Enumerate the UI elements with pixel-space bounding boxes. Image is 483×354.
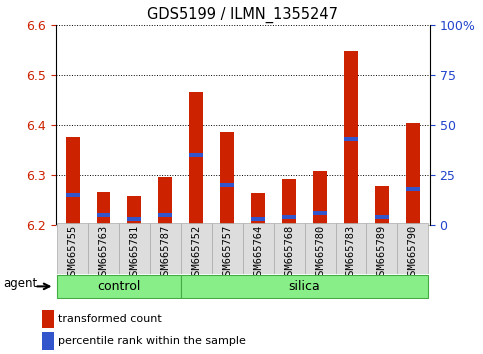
Bar [220,183,234,187]
Bar [97,213,111,217]
Text: silica: silica [289,280,320,293]
Text: GSM665781: GSM665781 [129,224,140,281]
Bar [189,92,203,225]
Bar [181,223,212,274]
Bar [251,217,265,221]
Bar [375,215,389,218]
Bar [344,137,358,141]
Bar [181,275,428,298]
Bar [97,192,111,225]
Bar [375,186,389,225]
Bar [313,211,327,215]
Bar [251,193,265,225]
Bar [128,217,142,221]
Text: GSM665783: GSM665783 [346,224,356,281]
Text: GSM665780: GSM665780 [315,224,325,281]
Bar [150,223,181,274]
Text: agent: agent [3,277,37,290]
Text: GSM665764: GSM665764 [253,224,263,281]
Bar [406,187,420,190]
Bar [274,223,305,274]
Bar [336,223,367,274]
Text: GSM665763: GSM665763 [99,224,109,281]
Bar [313,171,327,225]
Bar [158,213,172,217]
Bar [42,332,55,350]
Bar [212,223,242,274]
Bar [57,275,181,298]
Text: GSM665768: GSM665768 [284,224,294,281]
Text: GSM665755: GSM665755 [68,224,78,281]
Bar [406,123,420,225]
Bar [282,179,296,225]
Text: GSM665757: GSM665757 [222,224,232,281]
Title: GDS5199 / ILMN_1355247: GDS5199 / ILMN_1355247 [147,7,338,23]
Text: transformed count: transformed count [58,314,162,324]
Text: GSM665790: GSM665790 [408,224,418,281]
Bar [189,153,203,156]
Bar [367,223,398,274]
Bar [66,137,80,225]
Text: GSM665752: GSM665752 [191,224,201,281]
Text: percentile rank within the sample: percentile rank within the sample [58,336,246,346]
Bar [398,223,428,274]
Bar [57,223,88,274]
Bar [128,196,142,225]
Bar [158,177,172,225]
Bar [344,51,358,225]
Bar [42,310,55,328]
Text: control: control [97,280,141,293]
Bar [282,215,296,218]
Bar [242,223,274,274]
Text: GSM665789: GSM665789 [377,224,387,281]
Text: GSM665787: GSM665787 [160,224,170,281]
Bar [66,193,80,196]
Bar [220,132,234,225]
Bar [88,223,119,274]
Bar [305,223,336,274]
Bar [119,223,150,274]
